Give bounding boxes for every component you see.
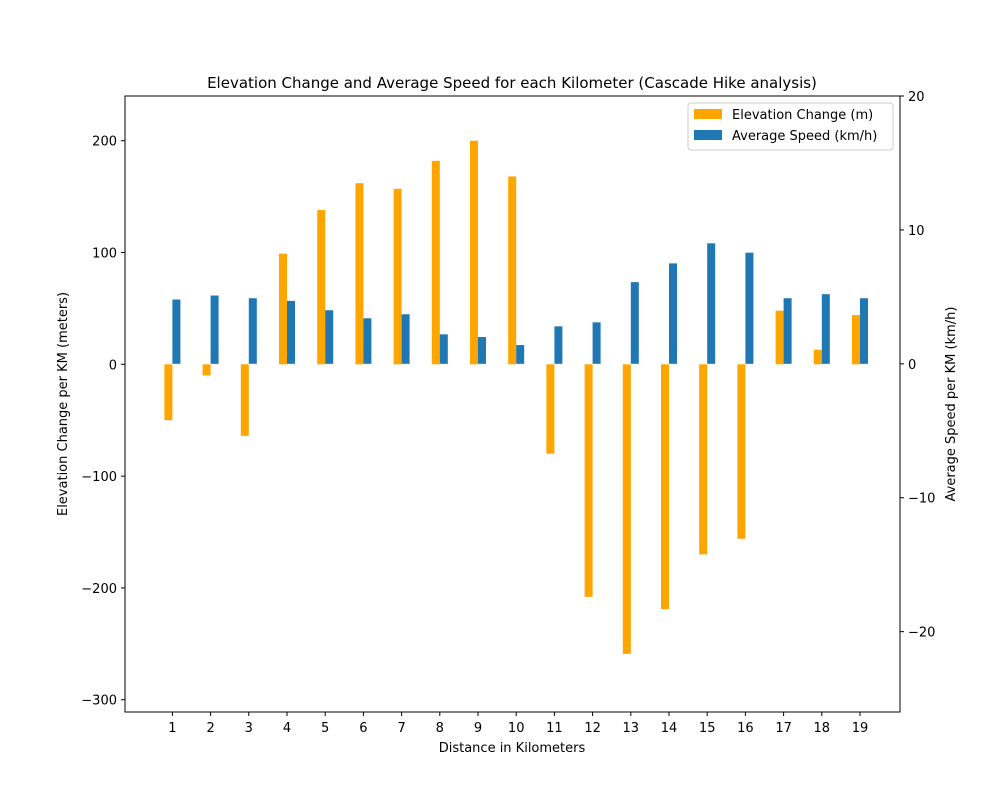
speed-bar-km-3 [248,298,257,364]
elevation-bars-group [164,140,860,654]
x-tick-label: 12 [584,721,601,736]
x-tick-label: 7 [397,721,405,736]
x-tick-label: 14 [661,721,678,736]
speed-bar-km-14 [669,263,677,364]
x-axis-ticks: 1 2 3 4 5 6 7 8 9 10 11 12 13 14 15 16 17 18 19 [168,712,868,736]
x-tick-label: 4 [283,721,291,736]
right-y-tick-label: −10 [908,492,935,507]
speed-bar-km-9 [478,337,486,364]
elevation-bar-km-9 [470,140,478,365]
elevation-bar-km-3 [240,364,249,436]
elevation-bar-km-5 [317,210,326,365]
x-tick-label: 9 [474,721,482,736]
left-y-tick-label: −100 [81,470,117,485]
x-tick-label: 6 [359,721,367,736]
speed-bar-km-8 [439,334,448,364]
left-y-axis-label: Elevation Change per KM (meters) [56,292,71,516]
x-tick-label: 13 [623,721,640,736]
speed-bar-km-10 [516,345,525,364]
left-y-tick-label: 0 [109,358,117,373]
x-tick-label: 15 [699,721,716,736]
x-tick-label: 16 [737,721,754,736]
elevation-bar-km-14 [661,364,669,610]
x-tick-label: 17 [775,721,792,736]
speed-bars-group [172,243,868,364]
right-y-axis-ticks: 20 10 0 −10 −20 [900,90,935,641]
elevation-bar-km-16 [737,364,746,539]
x-tick-label: 3 [245,721,253,736]
legend-label-speed: Average Speed (km/h) [732,129,877,144]
legend-swatch-speed [694,130,722,140]
elevation-bar-km-8 [431,160,440,365]
x-tick-label: 5 [321,721,329,736]
left-y-axis-ticks: 200 100 0 −100 −200 −300 [81,135,125,709]
right-y-tick-label: 20 [908,90,925,105]
speed-bar-km-4 [287,300,295,364]
x-tick-label: 11 [546,721,563,736]
elevation-bar-km-12 [584,364,593,597]
left-y-tick-label: −300 [81,694,117,709]
elevation-bar-km-1 [164,364,173,421]
speed-bar-km-16 [745,252,754,364]
chart-title: Elevation Change and Average Speed for e… [207,74,817,92]
right-y-axis-label: Average Speed per KM (km/h) [944,307,959,502]
elevation-bar-km-4 [279,253,287,365]
speed-bar-km-7 [401,314,410,364]
x-tick-label: 1 [168,721,176,736]
elevation-bar-km-17 [775,310,784,365]
speed-bar-km-1 [172,299,181,364]
elevation-bar-km-15 [699,364,708,555]
right-y-tick-label: 10 [908,224,925,239]
elevation-bar-km-19 [852,315,860,365]
legend-label-elevation: Elevation Change (m) [732,108,873,123]
speed-bar-km-17 [783,298,792,364]
speed-bar-km-13 [630,282,639,364]
elevation-bar-km-6 [355,183,364,365]
elevation-bar-km-10 [508,176,517,365]
speed-bar-km-6 [363,318,372,364]
x-axis-label: Distance in Kilometers [439,741,586,756]
elevation-bar-km-7 [393,188,402,365]
legend-swatch-elevation [694,109,722,119]
legend: Elevation Change (m) Average Speed (km/h… [687,102,894,151]
x-tick-label: 8 [436,721,444,736]
speed-bar-km-5 [325,310,334,364]
elevation-bar-km-11 [546,364,555,454]
speed-bar-km-12 [592,322,601,364]
left-y-tick-label: −200 [81,582,117,597]
elevation-bar-km-13 [622,364,631,654]
elevation-bar-km-2 [202,364,211,376]
speed-bar-km-11 [554,326,563,364]
speed-bar-km-15 [707,243,716,364]
legend-box [687,102,894,151]
right-y-tick-label: 0 [908,358,916,373]
left-y-tick-label: 200 [92,135,117,150]
x-tick-label: 10 [508,721,525,736]
plot-frame [124,95,901,713]
speed-bar-km-19 [860,298,868,364]
x-tick-label: 2 [206,721,214,736]
speed-bar-km-18 [821,294,830,364]
x-tick-label: 19 [852,721,869,736]
x-tick-label: 18 [814,721,831,736]
speed-bar-km-2 [210,295,219,364]
right-y-tick-label: −20 [908,626,935,641]
left-y-tick-label: 100 [92,247,117,262]
elevation-bar-km-18 [813,349,822,365]
